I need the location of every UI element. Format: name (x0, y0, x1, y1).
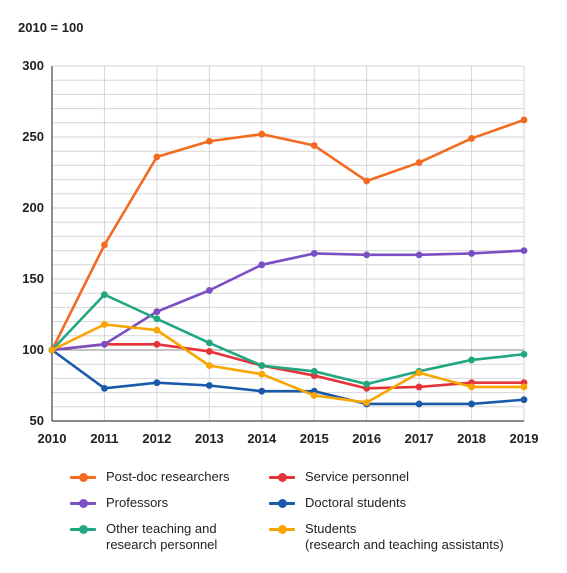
series-0 (48, 116, 528, 354)
series-4 (48, 291, 528, 388)
data-point (258, 130, 266, 138)
x-tick-label: 2012 (142, 431, 171, 446)
data-point (101, 384, 108, 392)
series-3 (48, 346, 528, 408)
x-tick-label: 2014 (247, 431, 277, 446)
x-tick-label: 2011 (90, 431, 118, 446)
data-point (415, 251, 423, 259)
data-point (258, 362, 266, 370)
data-point (468, 135, 475, 142)
data-point (153, 326, 161, 334)
data-point (205, 137, 213, 145)
data-point (415, 159, 423, 166)
y-tick-label: 250 (22, 129, 44, 144)
data-point (520, 396, 528, 404)
data-point (258, 261, 266, 269)
data-point (101, 321, 108, 328)
data-point (205, 348, 213, 355)
data-point (310, 142, 318, 149)
data-point (205, 286, 213, 294)
data-point (48, 346, 56, 354)
series-line (50, 118, 526, 352)
x-tick-label: 2016 (352, 431, 381, 446)
y-tick-label: 100 (22, 342, 44, 357)
data-point (310, 250, 318, 257)
x-tick-label: 2017 (405, 431, 434, 446)
x-tick-label: 2013 (195, 431, 224, 446)
data-point (258, 387, 266, 395)
x-tick-label: 2019 (510, 431, 539, 446)
data-point (101, 340, 108, 348)
series-line (50, 249, 526, 352)
data-point (468, 356, 475, 364)
data-point (415, 383, 423, 391)
data-point (310, 367, 318, 375)
data-point (363, 177, 371, 185)
data-point (415, 369, 423, 377)
x-tick-label: 2010 (38, 431, 67, 446)
series-2 (48, 247, 528, 354)
data-point (205, 339, 213, 347)
data-point (415, 400, 423, 408)
data-point (363, 399, 371, 406)
x-tick-label: 2018 (457, 431, 486, 446)
y-tick-label: 200 (22, 200, 44, 215)
data-point (520, 383, 528, 391)
series-line (50, 348, 526, 406)
y-tick-label: 50 (30, 413, 44, 428)
data-point (520, 350, 528, 358)
data-point (153, 379, 161, 387)
data-point (258, 370, 266, 378)
data-point (468, 383, 475, 391)
data-point (310, 392, 318, 399)
data-point (205, 362, 213, 370)
data-point (520, 247, 528, 255)
data-point (153, 153, 161, 161)
data-point (153, 315, 161, 323)
series-layer (48, 116, 528, 408)
y-tick-label: 300 (22, 58, 44, 73)
y-tick-label: 150 (22, 271, 44, 286)
grid (51, 65, 525, 422)
data-point (363, 380, 371, 388)
data-point (363, 251, 371, 259)
axes: 50 100 150 200 250 300 2010 2011 2012 2013 2014 201… (22, 58, 538, 446)
series-line (50, 293, 526, 386)
data-point (153, 340, 161, 348)
series-line (50, 343, 526, 390)
data-point (468, 400, 475, 408)
series-line (50, 323, 526, 404)
series-5 (48, 321, 528, 406)
data-point (153, 308, 161, 316)
data-point (101, 291, 108, 299)
data-point (101, 241, 108, 249)
index-base-note: 2010 = 100 (18, 20, 84, 35)
data-point (205, 382, 213, 389)
data-point (468, 250, 475, 257)
x-tick-label: 2015 (300, 431, 329, 446)
data-point (520, 116, 528, 124)
